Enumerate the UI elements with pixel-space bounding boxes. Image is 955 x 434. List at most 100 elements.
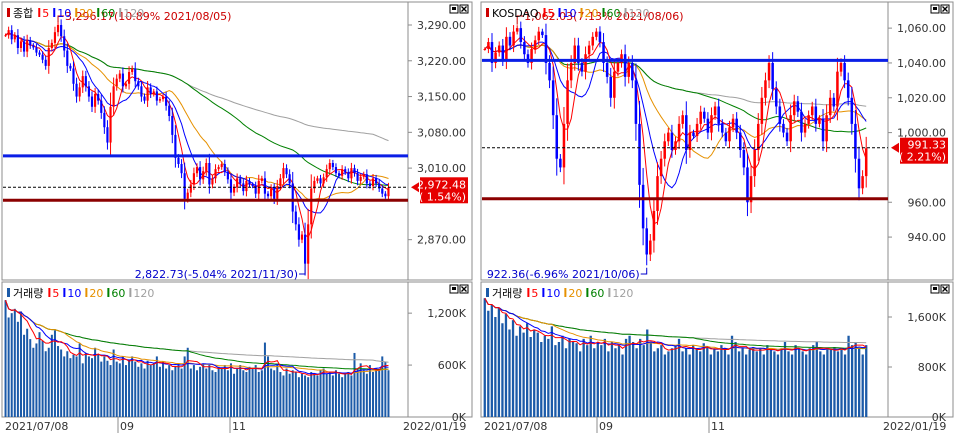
- candle-body: [56, 25, 60, 33]
- legend-swatch-5: [527, 288, 530, 297]
- candle-body: [713, 106, 717, 116]
- close-icon: [942, 6, 948, 12]
- candle-body: [533, 40, 537, 50]
- candle-body: [47, 48, 50, 66]
- legend-label-20: 20: [568, 287, 582, 300]
- volume-bar: [607, 351, 610, 417]
- candle-body: [544, 35, 548, 63]
- volume-bar: [69, 358, 72, 417]
- legend-marker-icon: [486, 8, 489, 17]
- volume-bar: [325, 373, 328, 417]
- candle-body: [580, 62, 584, 72]
- candle-body: [756, 123, 760, 151]
- kospi-volume-ytick-label: 600K: [438, 359, 467, 372]
- candle-body: [667, 132, 670, 142]
- kospi-ytick-label: 3,290.00: [417, 19, 466, 32]
- candle-body: [760, 97, 764, 124]
- candle-body: [803, 123, 807, 133]
- candle-body: [742, 150, 746, 168]
- candle-body: [149, 87, 152, 94]
- volume-bar: [610, 342, 614, 417]
- legend-swatch-20: [85, 288, 88, 297]
- candle-body: [861, 176, 864, 189]
- candle-body: [688, 132, 692, 151]
- volume-bar: [536, 332, 539, 417]
- candle-body: [577, 45, 580, 63]
- legend-label-10: 10: [67, 287, 81, 300]
- volume-bar: [483, 298, 486, 417]
- candle-body: [288, 174, 291, 184]
- candle-body: [699, 111, 702, 124]
- legend-series-name: 거래량: [13, 287, 43, 300]
- candle-body: [613, 71, 616, 98]
- kospi-ytick-label: 2,870.00: [417, 234, 466, 247]
- volume-bar: [23, 334, 26, 417]
- volume-bar: [347, 372, 350, 417]
- candle-body: [591, 36, 595, 46]
- kospi-price-panel-legend: 종합 5 10 20 60 120: [7, 7, 144, 20]
- volume-bar: [313, 373, 316, 417]
- legend-label-60: 60: [590, 287, 604, 300]
- candle-body: [371, 178, 375, 186]
- candle-body: [341, 169, 344, 176]
- volume-bar: [217, 366, 220, 417]
- volume-bar: [766, 345, 769, 417]
- candle-body: [183, 173, 186, 199]
- kospi-volume-vol-ma60-line: [5, 300, 389, 371]
- candle-body: [84, 76, 87, 87]
- legend-label-5: 5: [548, 7, 555, 20]
- volume-bar: [586, 345, 589, 417]
- volume-bar: [273, 370, 276, 417]
- kospi-ytick-label: 3,010.00: [417, 162, 466, 175]
- candle-body: [782, 123, 785, 133]
- volume-bar: [304, 375, 307, 417]
- candle-body: [843, 62, 846, 81]
- candle-body: [112, 86, 115, 107]
- kospi-volume-bars: [4, 300, 390, 417]
- candle-body: [735, 118, 738, 133]
- candle-body: [771, 62, 774, 90]
- candle-body: [294, 211, 297, 225]
- volume-bar: [223, 365, 226, 417]
- volume-bar: [741, 348, 744, 417]
- volume-bar: [557, 342, 561, 417]
- legend-label-60: 60: [111, 287, 125, 300]
- kospi-high-label: 3,296.17(10.89% 2021/08/05): [65, 10, 231, 23]
- volume-bar: [328, 372, 331, 417]
- volume-bar: [575, 343, 578, 417]
- volume-bar: [624, 338, 628, 417]
- volume-bar: [713, 348, 716, 417]
- kospi-xtick-label: 2022/01/19: [403, 420, 466, 433]
- kospi-xtick-label: 09: [120, 420, 134, 433]
- volume-bar: [596, 342, 599, 417]
- candle-body: [836, 71, 839, 107]
- volume-bar: [578, 351, 582, 417]
- volume-bar: [248, 366, 251, 417]
- volume-bar: [186, 347, 189, 417]
- candle-body: [199, 167, 202, 180]
- legend-series-name: 거래량: [492, 287, 522, 300]
- candle-body: [609, 76, 612, 98]
- volume-bar: [699, 351, 702, 417]
- volume-bar: [205, 368, 208, 417]
- volume-bar: [300, 373, 303, 417]
- volume-bar: [543, 335, 546, 417]
- candle-body: [279, 178, 282, 186]
- volume-bar: [670, 348, 674, 417]
- volume-bar: [109, 365, 112, 417]
- kosdaq-ytick-label: 1,040.00: [897, 57, 946, 70]
- candle-body: [356, 173, 359, 181]
- volume-bar: [338, 373, 341, 417]
- candle-body: [273, 188, 276, 199]
- candle-body: [616, 62, 620, 72]
- candle-body: [814, 106, 818, 124]
- volume-bar: [372, 372, 375, 417]
- candle-body: [282, 168, 285, 179]
- legend-swatch-120: [624, 8, 627, 17]
- volume-bar: [146, 360, 149, 417]
- volume-bar: [854, 342, 857, 417]
- volume-bar: [709, 354, 712, 417]
- kosdaq-volume-panel-legend: 거래량 5 10 20 60 120: [486, 287, 633, 300]
- volume-bar: [260, 370, 263, 417]
- legend-label-120: 120: [612, 287, 633, 300]
